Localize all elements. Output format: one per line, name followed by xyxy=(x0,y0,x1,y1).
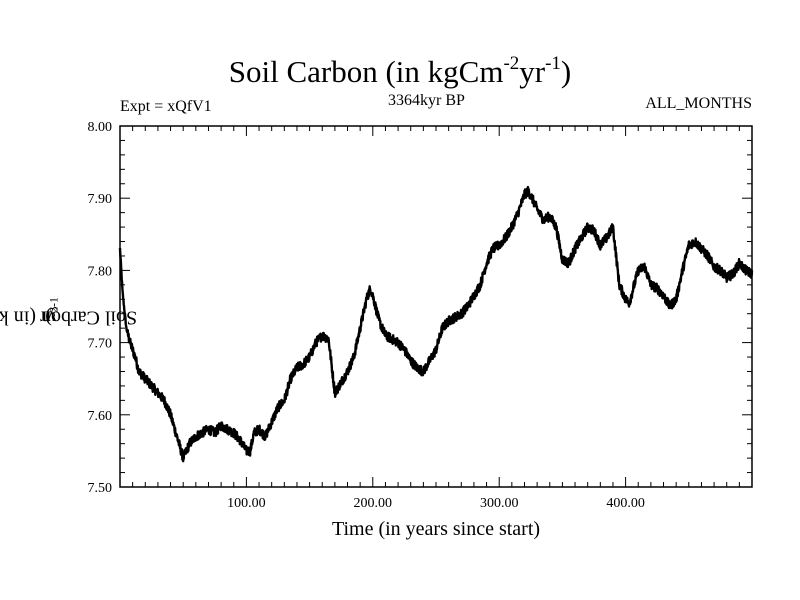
x-tick-label: 300.00 xyxy=(480,496,519,511)
y-tick-label: 7.60 xyxy=(88,409,113,424)
tick-labels: 100.00 200.00 300.00 400.00 7.50 7.60 7.70 7.80… xyxy=(88,120,645,511)
chart-canvas: 100.00 200.00 300.00 400.00 7.50 7.60 7.70 7.80… xyxy=(0,0,800,600)
soil-carbon-line xyxy=(120,187,752,461)
y-axis-label-end: ) xyxy=(45,306,52,329)
y-tick-label: 7.90 xyxy=(88,192,113,207)
y-tick-label: 7.70 xyxy=(88,337,113,352)
data-series xyxy=(120,187,752,461)
x-tick-label: 400.00 xyxy=(606,496,645,511)
y-axis-label: Soil Carbon (in kgCm-2yr-1) xyxy=(49,297,72,317)
y-tick-label: 8.00 xyxy=(88,120,113,135)
y-axis-label-main: Soil Carbon (in kgCm xyxy=(0,306,137,329)
y-tick-label: 7.80 xyxy=(88,264,113,279)
x-axis-label: Time (in years since start) xyxy=(120,518,752,541)
x-tick-label: 200.00 xyxy=(354,496,393,511)
y-tick-label: 7.50 xyxy=(88,481,113,496)
x-tick-label: 100.00 xyxy=(227,496,266,511)
